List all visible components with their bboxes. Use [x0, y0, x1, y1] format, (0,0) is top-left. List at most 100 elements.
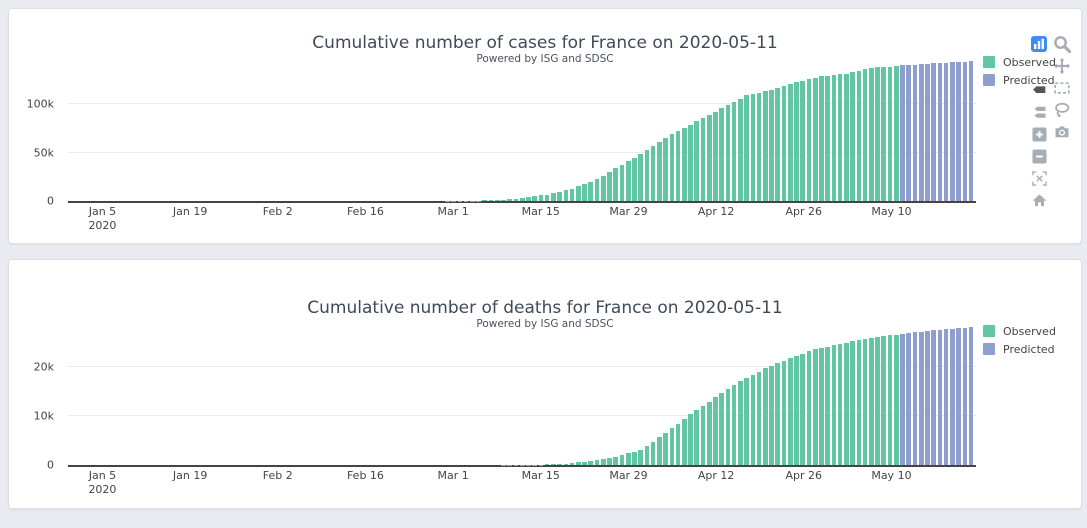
observed-bar [719, 393, 725, 465]
modebar-hover-compare-button[interactable] [1030, 104, 1048, 120]
predicted-bar [950, 62, 955, 201]
observed-bar [750, 94, 756, 201]
y-tick-label: 50k [33, 146, 54, 159]
y-tick-label: 100k [26, 97, 54, 111]
observed-bar [862, 69, 868, 201]
observed-bar [706, 401, 712, 465]
modebar-hover-closest-button[interactable] [1030, 82, 1048, 98]
modebar-download-png-button[interactable] [1053, 124, 1071, 140]
x-tick-label: Mar 1 [437, 469, 469, 482]
observed-bar [569, 462, 575, 465]
observed-bar [663, 138, 668, 201]
legend-item-observed[interactable]: Observed [983, 324, 1056, 338]
observed-bar [569, 188, 575, 201]
predicted-bar [906, 333, 912, 465]
observed-bar [787, 358, 793, 465]
observed-bar [494, 200, 500, 201]
observed-bar [875, 337, 880, 465]
observed-bar [694, 410, 700, 465]
legend-label: Observed [1003, 55, 1056, 69]
legend-item-predicted[interactable]: Predicted [983, 342, 1056, 356]
observed-bar [869, 67, 874, 201]
predicted-bar [925, 331, 930, 465]
observed-bar [769, 89, 774, 201]
observed-bar [526, 197, 531, 201]
zoom-out-icon [1031, 148, 1047, 164]
observed-bar [538, 195, 544, 201]
modebar-autoscale-button[interactable] [1030, 170, 1048, 186]
observed-bar [632, 451, 637, 465]
predicted-bar [931, 330, 936, 465]
observed-bar [850, 72, 855, 201]
observed-bar [831, 345, 837, 465]
observed-bar [669, 428, 675, 465]
x-tick-label: Jan 5 2020 [88, 469, 117, 497]
observed-bar [819, 76, 824, 201]
predicted-bar [912, 332, 918, 465]
observed-bar [575, 462, 581, 465]
observed-bar [551, 193, 556, 201]
modebar-plotly-logo-button[interactable] [1030, 36, 1048, 52]
observed-bar [881, 336, 887, 465]
legend-label: Observed [1003, 324, 1056, 338]
predicted-bar [918, 64, 924, 201]
observed-bar [557, 463, 562, 465]
observed-bar [694, 121, 700, 201]
download-png-icon [1055, 126, 1069, 138]
legend-item-predicted[interactable]: Predicted [983, 73, 1056, 87]
reset-axes-icon [1032, 193, 1046, 206]
observed-bar [594, 179, 600, 201]
plot-area[interactable] [68, 325, 976, 467]
zoom-in-icon [1031, 126, 1047, 142]
observed-bar [663, 433, 668, 465]
observed-bar [557, 191, 562, 201]
modebar-zoom-out-button[interactable] [1030, 148, 1048, 164]
y-axis: 0 10k 20k [9, 325, 61, 472]
observed-bar [825, 346, 830, 465]
legend-item-observed[interactable]: Observed [983, 55, 1056, 69]
observed-bar [725, 105, 731, 201]
x-tick-label: Jan 5 2020 [88, 205, 117, 233]
legend: Observed Predicted [983, 55, 1056, 87]
modebar-zoom-in-button[interactable] [1030, 126, 1048, 142]
modebar-reset-axes-button[interactable] [1030, 192, 1048, 208]
x-tick-label: Mar 1 [437, 205, 469, 218]
predicted-swatch-icon [983, 343, 995, 355]
predicted-bar [956, 328, 961, 465]
predicted-bar [956, 61, 961, 201]
predicted-bar [937, 329, 943, 465]
observed-bar [644, 445, 650, 465]
observed-bar [887, 335, 893, 465]
x-tick-label: Mar 15 [521, 469, 560, 482]
x-tick-label: Apr 26 [785, 469, 823, 482]
observed-bar [719, 108, 725, 201]
y-tick-label: 20k [33, 360, 54, 374]
observed-bar [638, 450, 643, 465]
observed-bar [482, 200, 488, 201]
x-tick-label: Jan 19 [172, 205, 208, 218]
modebar-right-column [1053, 36, 1071, 208]
modebar-zoom-button[interactable] [1053, 36, 1071, 53]
observed-bar [613, 168, 619, 201]
observed-bar [775, 363, 781, 465]
predicted-bar [943, 329, 949, 465]
modebar-box-select-button[interactable] [1053, 80, 1071, 96]
observed-bar [657, 142, 662, 201]
predicted-bar [937, 62, 943, 201]
observed-bar [688, 124, 693, 201]
observed-bar [619, 455, 625, 465]
plot-area[interactable] [68, 61, 976, 203]
observed-bar [881, 67, 887, 201]
observed-bar [725, 389, 731, 465]
observed-bar [625, 161, 631, 201]
predicted-bar [912, 64, 918, 201]
observed-bar [681, 127, 687, 201]
observed-bar [893, 334, 899, 465]
observed-bar [619, 164, 625, 201]
observed-bar [638, 153, 643, 201]
observed-bar [744, 377, 749, 465]
modebar-lasso-select-button[interactable] [1053, 102, 1071, 118]
observed-bar [594, 459, 600, 465]
modebar-pan-button[interactable] [1053, 58, 1071, 74]
predicted-bar [931, 63, 936, 201]
